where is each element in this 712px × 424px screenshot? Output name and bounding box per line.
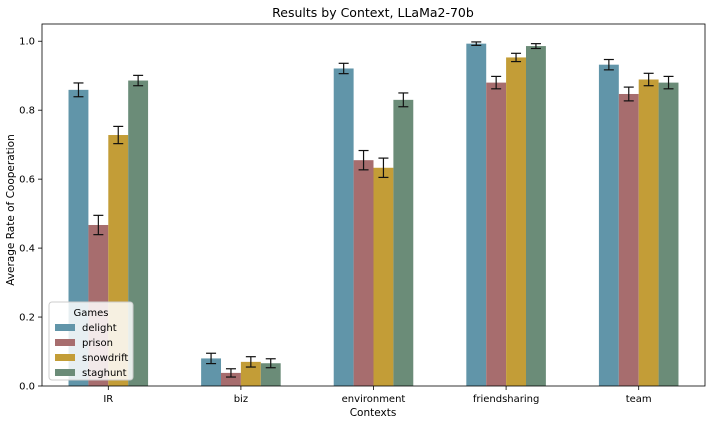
legend-swatch-prison [55, 339, 75, 346]
bar-staghunt [525, 46, 546, 387]
y-tick-label: 0.0 [19, 382, 35, 393]
bar-delight [466, 43, 487, 386]
legend-swatch-staghunt [55, 369, 75, 376]
plot-frame [41, 23, 706, 387]
legend-swatch-delight [55, 324, 75, 331]
x-tick-label: team [626, 394, 652, 405]
y-tick-label: 0.4 [19, 244, 35, 255]
y-tick-label: 0.8 [19, 106, 35, 117]
bar-prison [618, 93, 639, 386]
bar-snowdrift [373, 167, 394, 386]
bar-snowdrift [638, 79, 659, 387]
bar-prison [221, 372, 241, 386]
bar-prison [353, 160, 374, 386]
legend-entry-snowdrift: snowdrift [82, 353, 128, 364]
legend-entry-prison: prison [82, 338, 113, 349]
bar-staghunt [658, 82, 679, 386]
bar-staghunt [393, 99, 414, 386]
y-axis-label: Average Rate of Cooperation [5, 134, 17, 286]
legend-entry-delight: delight [82, 323, 117, 334]
x-tick-label: biz [234, 394, 248, 405]
bar-snowdrift [506, 57, 526, 387]
y-tick-label: 0.6 [19, 175, 35, 186]
bar-delight [333, 68, 354, 386]
bar-snowdrift [240, 361, 261, 386]
y-tick-label: 1.0 [19, 37, 35, 48]
x-tick-label: friendsharing [473, 394, 540, 405]
legend-title: Games [74, 308, 109, 319]
bar-prison [486, 82, 507, 386]
x-tick-label: IR [103, 394, 113, 405]
legend-swatch-snowdrift [55, 354, 75, 361]
bar-delight [201, 358, 222, 386]
chart-title: Results by Context, LLaMa2-70b [272, 5, 474, 20]
bar-delight [598, 64, 619, 386]
legend-entry-staghunt: staghunt [82, 368, 127, 379]
legend: Games delight prison snowdrift staghunt [48, 301, 134, 381]
y-tick-label: 0.2 [19, 313, 35, 324]
x-tick-label: environment [342, 394, 406, 405]
x-axis-label: Contexts [350, 407, 397, 419]
bar-staghunt [260, 363, 281, 386]
